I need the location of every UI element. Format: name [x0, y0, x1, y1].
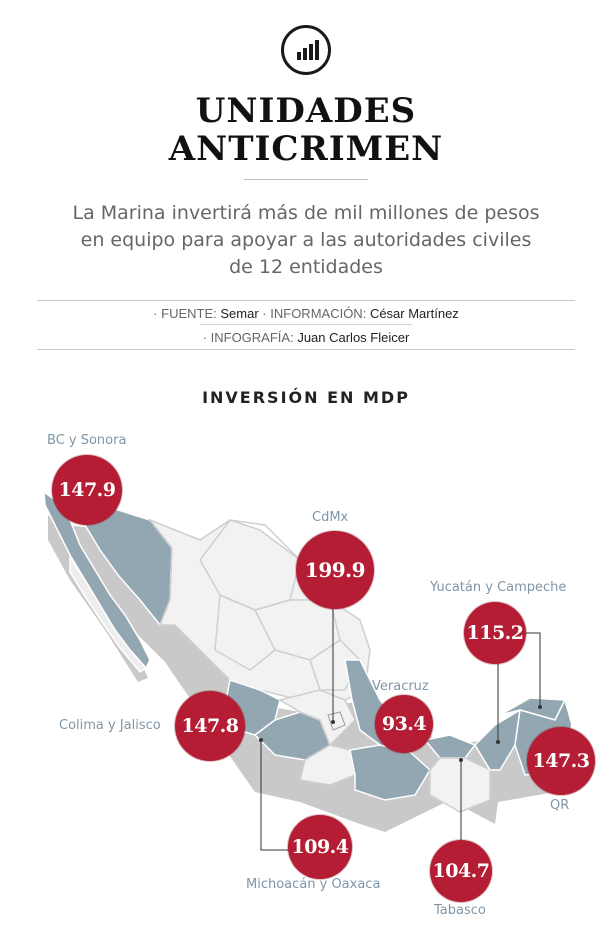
credits-line2: · INFOGRAFÍA: Juan Carlos Fleicer — [202, 330, 410, 345]
subtitle-line1: La Marina invertirá más de mil millones … — [72, 202, 540, 224]
region-label-qr: QR — [550, 798, 570, 813]
region-label-colima-jalisco: Colima y Jalisco — [59, 718, 161, 733]
value-bubble-michoacan-oaxaca: 109.4 — [288, 815, 352, 879]
page-title-line2: ANTICRIMEN — [168, 129, 444, 169]
section-title: INVERSIÓN EN MDP — [202, 388, 410, 407]
graphic-value: Juan Carlos Fleicer — [297, 330, 410, 345]
value-bubble-colima-jalisco: 147.8 — [175, 691, 245, 761]
region-label-tabasco: Tabasco — [434, 903, 486, 918]
info-value: César Martínez — [369, 306, 459, 321]
source-label: FUENTE: — [161, 306, 217, 321]
value-bubble-tabasco: 104.7 — [430, 840, 492, 902]
region-label-bc-sonora: BC y Sonora — [47, 433, 127, 448]
credits-bottom-divider — [37, 349, 575, 350]
baja-california-state — [43, 490, 151, 670]
value-bubble-yucatan-campeche: 115.2 — [464, 602, 526, 664]
value-bubble-bc-sonora: 147.9 — [52, 455, 122, 525]
tabasco-state — [423, 734, 477, 759]
info-label: INFORMACIÓN: — [270, 306, 367, 321]
bar-chart-icon — [281, 25, 331, 75]
graphic-label: INFOGRAFÍA: — [210, 330, 294, 345]
subtitle-line3: de 12 entidades — [229, 256, 383, 278]
region-label-michoacan-oaxaca: Michoacán y Oaxaca — [246, 877, 381, 892]
region-label-yucatan-campeche: Yucatán y Campeche — [430, 580, 567, 595]
region-label-cdmx: CdMx — [312, 510, 349, 525]
title-divider — [244, 179, 368, 180]
value-bubble-qr: 147.3 — [527, 727, 595, 795]
credits-line1: · FUENTE: Semar · INFORMACIÓN: César Mar… — [153, 306, 459, 321]
credits-mid-divider — [200, 324, 412, 325]
credits-top-divider — [37, 300, 575, 301]
baja-california-sur-state — [69, 555, 148, 673]
value-bubble-cdmx: 199.9 — [296, 531, 374, 609]
subtitle-line2: en equipo para apoyar a las autoridades … — [80, 229, 532, 251]
page-title-line1: UNIDADES — [195, 91, 417, 131]
source-value: Semar — [220, 306, 259, 321]
value-bubble-veracruz: 93.4 — [375, 695, 433, 753]
region-label-veracruz: Veracruz — [372, 679, 429, 694]
